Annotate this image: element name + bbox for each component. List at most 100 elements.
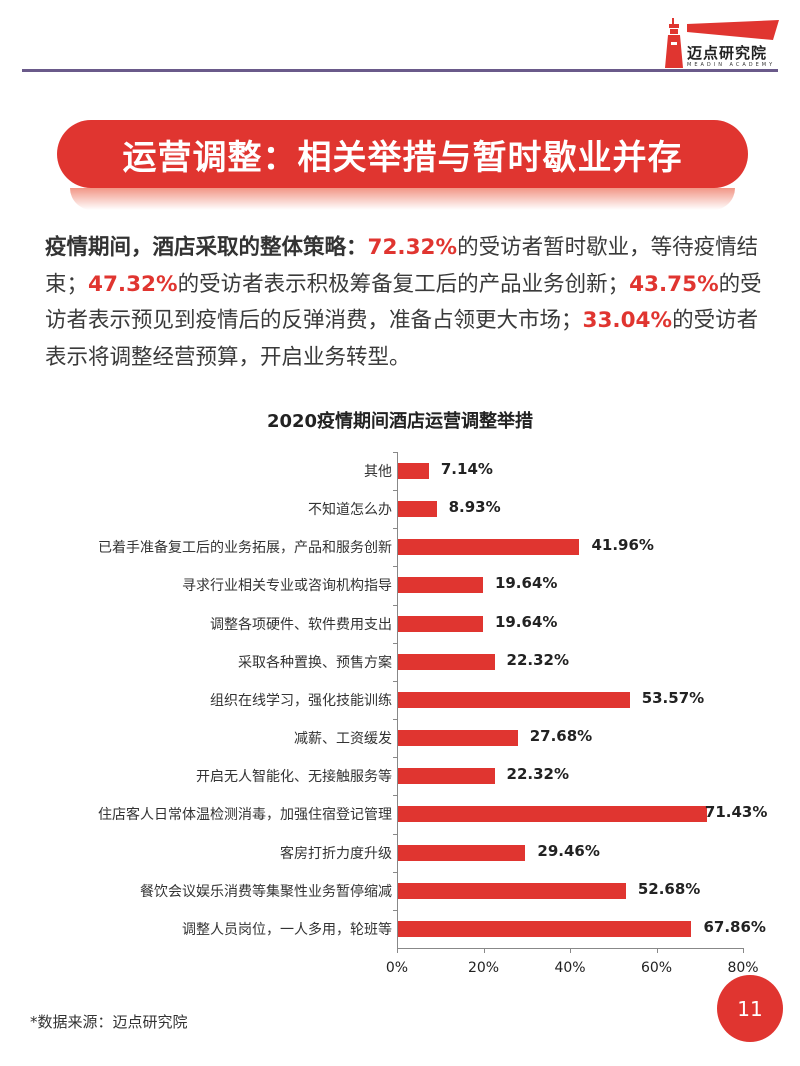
category-label: 不知道怎么办 (308, 502, 392, 519)
bar (398, 882, 626, 899)
category-label: 住店客人日常体温检测消毒，加强住宿登记管理 (98, 807, 392, 824)
logo-name: 迈点研究院 (687, 44, 768, 62)
value-label: 8.93% (448, 498, 501, 517)
bar (398, 539, 580, 556)
y-tick (393, 719, 397, 721)
summary-value-4: 33.04% (582, 308, 673, 333)
chart-row: 其他 7.14% (0, 452, 800, 490)
meadin-logo: 迈点研究院 MEADIN ACADEMY (657, 12, 782, 68)
summary-paragraph: 疫情期间，酒店采取的整体策略：72.32%的受访者暂时歇业，等待疫情结束；47.… (45, 230, 765, 376)
category-label: 寻求行业相关专业或咨询机构指导 (182, 578, 392, 595)
y-tick (393, 680, 397, 682)
y-tick (393, 795, 397, 797)
x-tick (570, 948, 571, 953)
bar (398, 577, 483, 594)
y-tick (393, 642, 397, 644)
summary-text-1: 的受访者暂时歇业，等待疫情结束； (45, 235, 759, 297)
summary-text-2: 的受访者表示积极筹备复工后的产品业务创新； (177, 271, 630, 297)
chart-row: 调整各项硬件、软件费用支出 19.64% (0, 604, 800, 643)
x-tick (483, 948, 485, 953)
summary-value-2: 47.32% (88, 271, 178, 297)
category-label: 组织在线学习，强化技能训练 (210, 692, 392, 709)
x-tick (743, 948, 744, 953)
category-label: 调整人员岗位，一人多用，轮班等 (182, 921, 392, 938)
bar (398, 653, 495, 670)
x-tick-label: 20% (467, 960, 500, 976)
title-reflection (70, 188, 735, 210)
y-tick (393, 490, 397, 492)
bar (398, 730, 518, 747)
value-label: 53.57% (641, 688, 705, 707)
chart-row: 不知道怎么办 8.93% (0, 490, 800, 528)
summary-lead: 疫情期间，酒店采取的整体策略： (45, 235, 368, 260)
y-tick (393, 757, 397, 759)
x-tick (656, 948, 658, 953)
category-label: 其他 (364, 464, 392, 480)
summary-value-3: 43.75% (629, 271, 719, 297)
chart-title: 2020疫情期间酒店运营调整举措 (266, 411, 534, 432)
y-tick (393, 909, 397, 911)
header-divider (22, 69, 778, 72)
bar (398, 501, 437, 518)
x-tick-label: 0% (385, 960, 409, 976)
bar (398, 806, 707, 823)
category-label: 开启无人智能化、无接触服务等 (196, 769, 392, 786)
data-source-note: *数据来源：迈点研究院 (30, 1013, 188, 1031)
light-beam-icon (687, 20, 779, 40)
y-tick (393, 566, 397, 568)
summary-text-4: 的受访者表示将调整经营预算，开启业务转型。 (45, 308, 759, 370)
bar-chart: 其他 7.14% 不知道怎么办 8.93% 已着手准备复工后的业务拓展，产品和服务创新 4… (0, 452, 800, 1012)
category-label: 调整各项硬件、软件费用支出 (210, 616, 392, 633)
y-tick (393, 452, 397, 453)
page-title: 运营调整：相关举措与暂时歇业并存 (122, 137, 683, 178)
x-tick-label: 60% (640, 960, 673, 976)
chart-row: 寻求行业相关专业或咨询机构指导 19.64% (0, 566, 800, 604)
value-label: 29.46% (537, 841, 600, 860)
chart-row: 已着手准备复工后的业务拓展，产品和服务创新 41.96% (0, 528, 800, 566)
bar (398, 920, 692, 937)
summary-value-1: 72.32% (367, 235, 458, 260)
title-banner: 运营调整：相关举措与暂时歇业并存 (57, 120, 748, 188)
chart-row: 住店客人日常体温检测消毒，加强住宿登记管理 71.43% (0, 795, 800, 833)
bar (398, 463, 429, 479)
y-axis (397, 452, 398, 948)
x-tick-label: 40% (554, 960, 586, 976)
value-label: 22.32% (506, 650, 570, 669)
y-tick (393, 871, 397, 873)
page-number: 11 (737, 996, 763, 1021)
chart-row: 采取各种置换、预售方案 22.32% (0, 642, 800, 681)
value-label: 22.32% (506, 765, 570, 784)
logo-subtitle: MEADIN ACADEMY (687, 62, 776, 68)
value-label: 67.86% (703, 917, 766, 936)
page-number-badge: 11 (717, 975, 783, 1042)
chart-row: 调整人员岗位，一人多用，轮班等 67.86% (0, 909, 800, 948)
chart-row: 减薪、工资缓发 27.68% (0, 719, 800, 757)
value-label: 41.96% (591, 536, 654, 555)
value-label: 71.43% (704, 803, 768, 822)
category-label: 餐饮会议娱乐消费等集聚性业务暂停缩减 (140, 883, 392, 900)
lighthouse-icon (665, 18, 683, 68)
bar (398, 844, 526, 861)
value-label: 19.64% (494, 574, 558, 593)
bar (398, 691, 630, 708)
chart-row: 客房打折力度升级 29.46% (0, 833, 800, 872)
bar (398, 615, 483, 632)
value-label: 7.14% (440, 460, 493, 478)
y-tick (393, 528, 397, 530)
summary-text-3: 的受访者表示预见到疫情后的反弹消费，准备占领更大市场； (45, 271, 762, 334)
y-tick (393, 833, 397, 835)
category-label: 采取各种置换、预售方案 (238, 654, 392, 671)
x-tick (397, 948, 398, 953)
value-label: 52.68% (637, 879, 701, 898)
chart-row: 组织在线学习，强化技能训练 53.57% (0, 680, 800, 719)
value-label: 27.68% (529, 727, 593, 746)
category-label: 客房打折力度升级 (280, 845, 392, 862)
y-tick (393, 604, 397, 606)
value-label: 19.64% (494, 612, 558, 631)
x-tick-label: 80% (727, 960, 759, 976)
category-label: 减薪、工资缓发 (294, 731, 392, 748)
bar (398, 768, 495, 785)
chart-row: 餐饮会议娱乐消费等集聚性业务暂停缩减 52.68% (0, 871, 800, 910)
chart-row: 开启无人智能化、无接触服务等 22.32% (0, 757, 800, 795)
category-label: 已着手准备复工后的业务拓展，产品和服务创新 (98, 540, 392, 557)
